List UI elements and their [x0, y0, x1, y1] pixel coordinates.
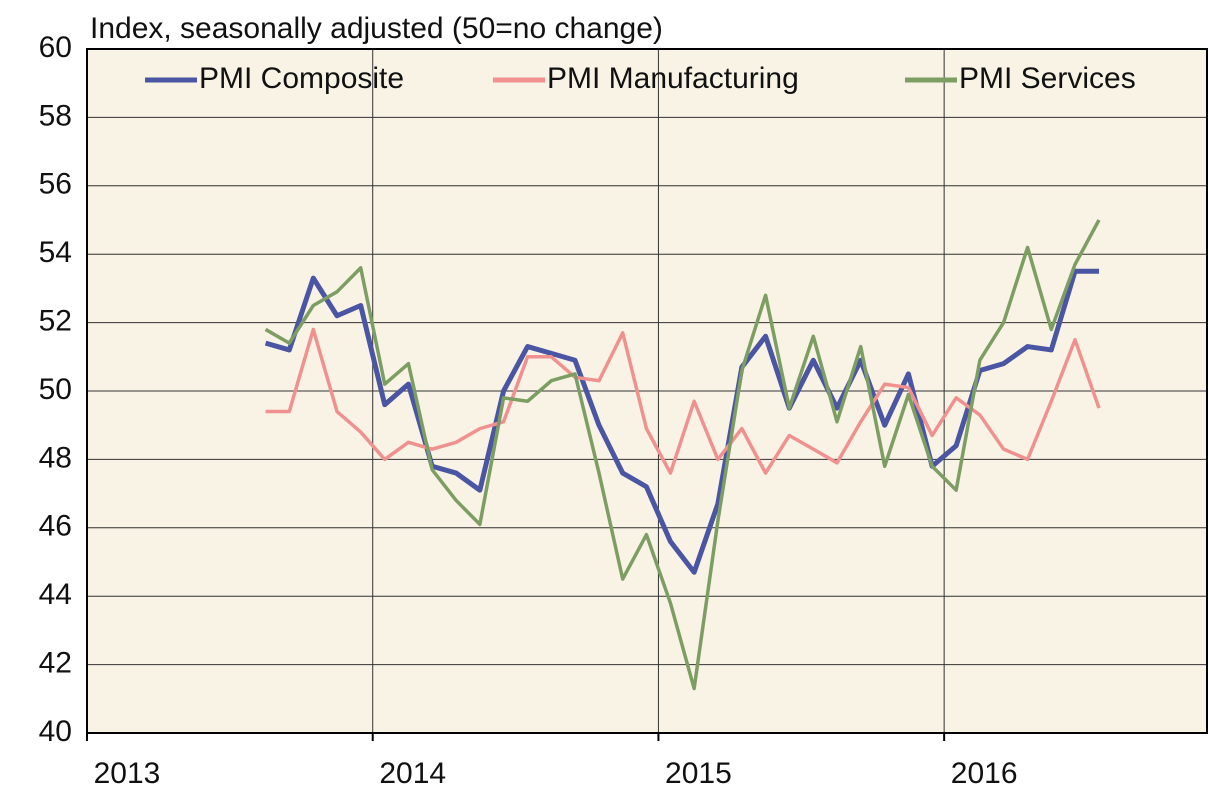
y-tick-label: 56 [39, 168, 72, 201]
x-tick-label: 2016 [951, 757, 1018, 790]
x-tick-label: 2015 [665, 757, 732, 790]
axis-title: Index, seasonally adjusted (50=no change… [90, 12, 663, 45]
plot-frame [86, 48, 1208, 734]
y-tick-label: 42 [39, 647, 72, 680]
y-tick-label: 50 [39, 373, 72, 406]
legend-label: PMI Manufacturing [547, 62, 799, 95]
y-tick-label: 46 [39, 510, 72, 543]
y-tick-label: 44 [39, 578, 72, 611]
legend-label: PMI Composite [199, 62, 404, 95]
y-tick-label: 58 [39, 99, 72, 132]
y-tick-label: 52 [39, 305, 72, 338]
x-tick-label: 2014 [379, 757, 446, 790]
series-line [265, 327, 1101, 475]
series-line [264, 219, 1101, 691]
y-tick-label: 60 [39, 31, 72, 64]
y-tick-label: 40 [39, 715, 72, 748]
y-tick-label: 54 [39, 236, 72, 269]
y-tick-label: 48 [39, 441, 72, 474]
series-line [264, 268, 1099, 575]
x-tick-label: 2013 [94, 757, 161, 790]
legend-label: PMI Services [959, 62, 1136, 95]
